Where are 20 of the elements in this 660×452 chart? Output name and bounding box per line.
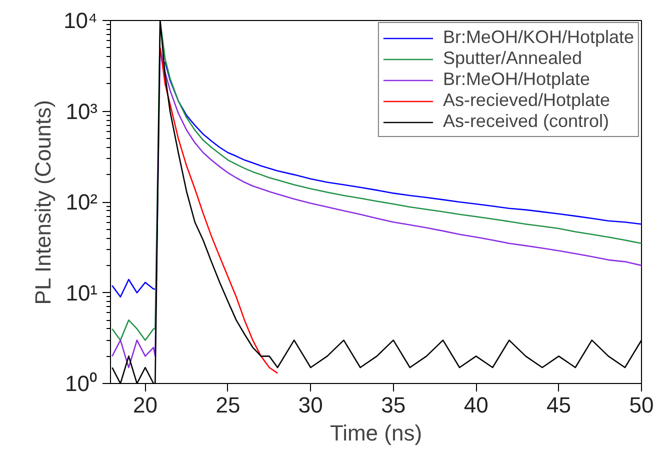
y-tick-label: 10³ bbox=[66, 98, 98, 124]
x-tick-label: 30 bbox=[298, 392, 323, 418]
legend-label: As-received (control) bbox=[442, 111, 609, 132]
x-tick-label: 50 bbox=[629, 392, 654, 418]
x-tick-label: 40 bbox=[464, 392, 488, 418]
y-tick-label: 10² bbox=[66, 190, 98, 214]
y-tick-label: 10⁰ bbox=[65, 371, 98, 396]
x-tick-label: 25 bbox=[216, 392, 240, 418]
y-tick-label: 10⁴ bbox=[64, 8, 98, 33]
x-axis-title: Time (ns) bbox=[330, 420, 422, 446]
x-tick-label: 45 bbox=[546, 392, 572, 418]
x-tick-label: 35 bbox=[381, 392, 406, 418]
legend-label: Sputter/Annealed bbox=[442, 48, 582, 69]
line-series bbox=[159, 47, 278, 374]
legend-label: Br:MeOH/KOH/Hotplate bbox=[442, 27, 634, 48]
legend-label: As-recieved/Hotplate bbox=[442, 90, 610, 111]
y-tick-label: 10¹ bbox=[66, 280, 98, 306]
y-axis-title: PL Intensity (Counts) bbox=[30, 100, 56, 305]
x-tick-label: 20 bbox=[133, 392, 158, 418]
legend-label: Br:MeOH/Hotplate bbox=[442, 69, 590, 90]
